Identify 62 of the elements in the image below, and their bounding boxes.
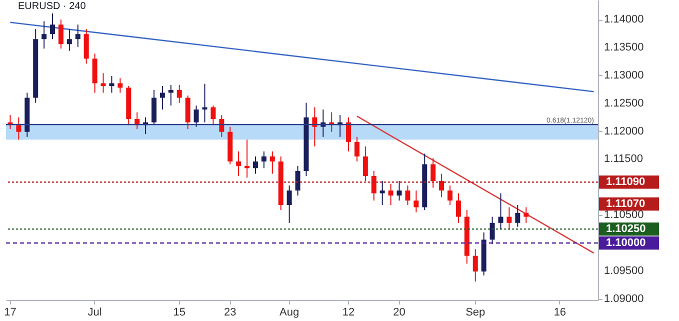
y-tick-label: 1.10500 [604,209,644,222]
candlestick [50,12,56,40]
candlestick [506,206,512,230]
candlestick [456,192,461,224]
x-tick-label: 12 [342,306,355,318]
candlestick [210,105,216,126]
x-tick-label: Sep [466,306,486,318]
chart-title: EURUSD · 240 [18,1,86,12]
x-tick-label: 17 [4,306,16,318]
candlestick [236,150,242,176]
candlestick [194,105,199,128]
candlestick [472,248,478,282]
candlestick [515,204,520,228]
x-tick-label: Jul [88,306,102,318]
y-tick-label: 1.11500 [604,153,643,166]
candlestick [448,184,452,206]
candlestick [346,116,352,152]
candlestick [498,192,504,230]
candlestick [16,116,22,140]
y-tick-label: 1.14000 [604,14,644,26]
candlestick [354,136,360,162]
candlestick [362,146,368,182]
candlestick [524,206,529,224]
candlestick [261,150,266,169]
x-tick-label: 15 [173,306,186,318]
candlestick [160,86,165,110]
candlestick [75,24,80,48]
candlestick [380,180,385,206]
x-tick-label: Aug [280,306,300,318]
candlestick [100,72,106,94]
candlestick [66,28,72,52]
candlestick [252,156,258,174]
x-tick-label: 20 [393,306,406,318]
candlestick [219,114,224,138]
candlestick [118,78,123,94]
candlestick [286,184,292,224]
ref-line-label: 1.10000 [606,237,646,250]
candlestick [109,75,114,94]
candlestick [439,173,444,198]
ref-line-label: 1.11090 [606,176,646,188]
candlestick [42,20,47,50]
ref-line-label: 1.10250 [606,223,646,236]
y-tick-label: 1.09000 [604,292,644,305]
candlestick [176,84,182,104]
candlestick [371,170,376,202]
y-tick-label: 1.13000 [604,69,644,82]
candlestick [388,183,394,206]
y-tick-label: 1.12000 [604,125,644,138]
x-tick-label: 23 [224,306,236,318]
candlestick [58,19,64,50]
candlestick [270,150,275,174]
y-tick-label: 1.13500 [604,41,644,54]
candlestick [430,158,436,188]
candlestick [295,165,300,196]
text: 1.11070 [606,198,646,210]
y-tick-label: 1.12500 [604,97,644,110]
candlestick [405,184,410,206]
candlestick [490,216,495,245]
candlestick [396,180,402,202]
y-tick-label: 1.09500 [604,264,644,277]
x-tick-label: 16 [554,306,566,318]
candlestick [414,190,419,213]
